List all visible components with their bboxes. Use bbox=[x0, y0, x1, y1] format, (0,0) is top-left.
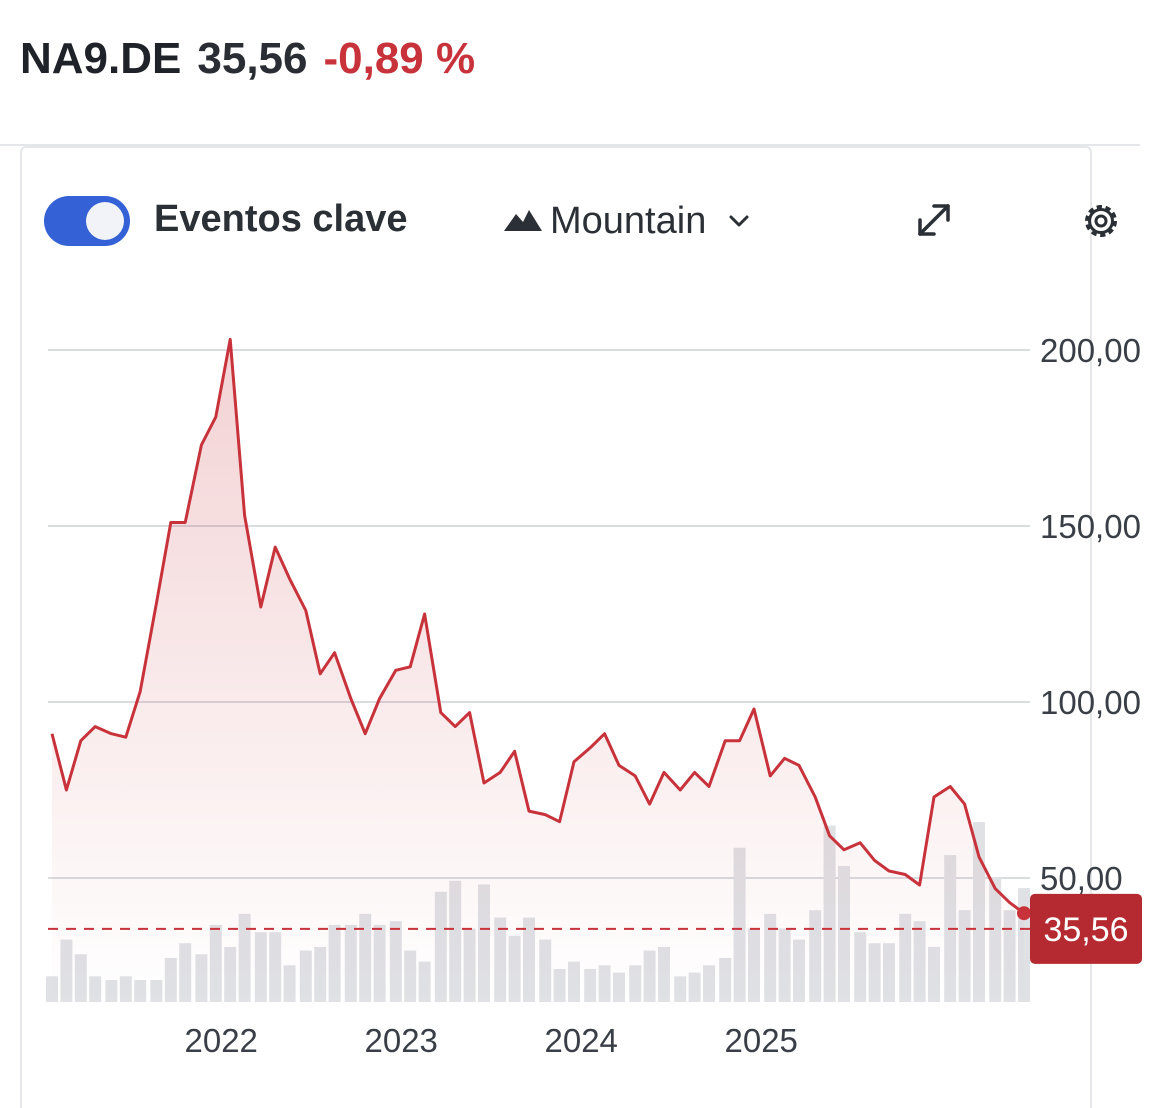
last-price-dot bbox=[1017, 906, 1031, 921]
y-tick-label: 50,00 bbox=[1040, 860, 1123, 897]
price-change: -0,89 % bbox=[323, 34, 476, 83]
y-tick-label: 150,00 bbox=[1040, 508, 1141, 545]
price-line bbox=[50, 337, 1025, 915]
y-tick-label: 200,00 bbox=[1040, 332, 1141, 369]
ticker-symbol: NA9.DE bbox=[20, 34, 182, 83]
events-toggle-label: Eventos clave bbox=[154, 198, 408, 240]
chart-card bbox=[20, 146, 1092, 1108]
y-tick-label: 100,00 bbox=[1040, 684, 1141, 721]
x-tick-label: 2025 bbox=[724, 1022, 797, 1059]
last-price-label: 35,56 bbox=[1043, 911, 1128, 949]
x-tick-label: 2024 bbox=[544, 1022, 617, 1059]
price-area-fill bbox=[52, 339, 1024, 1002]
quote-header: NA9.DE 35,56 -0,89 % bbox=[20, 34, 491, 90]
gear-icon[interactable] bbox=[1078, 198, 1124, 244]
events-toggle[interactable] bbox=[44, 196, 130, 246]
header-divider bbox=[0, 144, 1140, 146]
last-price-badge bbox=[1030, 893, 1142, 964]
last-price: 35,56 bbox=[197, 34, 308, 83]
chevron-down-icon bbox=[729, 215, 749, 227]
x-tick-label: 2023 bbox=[364, 1022, 437, 1059]
mountain-icon bbox=[504, 210, 542, 231]
chart-type-dropdown[interactable]: Mountain bbox=[502, 196, 752, 246]
chart-type-label: Mountain bbox=[550, 199, 707, 242]
expand-arrows-icon[interactable] bbox=[912, 198, 956, 242]
toggle-knob bbox=[86, 202, 124, 240]
x-tick-label: 2022 bbox=[184, 1022, 257, 1059]
